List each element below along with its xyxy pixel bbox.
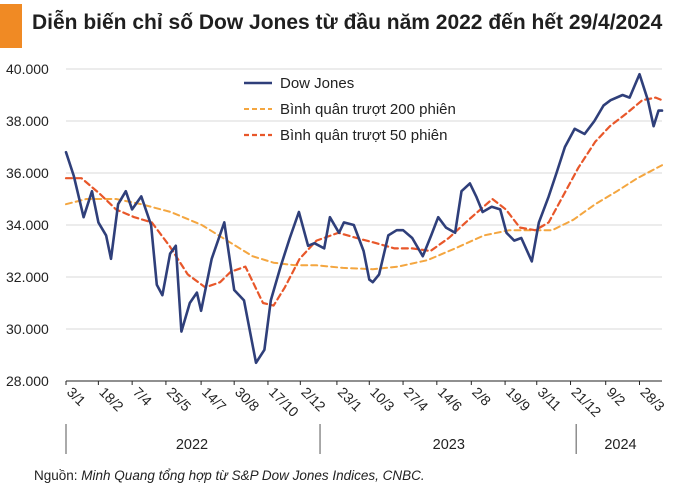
x-tick-label: 10/3 — [367, 384, 398, 415]
ma200-line — [65, 164, 663, 271]
legend-label: Bình quân trượt 200 phiên — [280, 101, 456, 118]
x-tick-label: 17/10 — [266, 384, 302, 420]
x-tick-label: 25/5 — [164, 384, 195, 415]
x-tick-label: 3/1 — [64, 384, 89, 409]
title-bar: Diễn biến chỉ số Dow Jones từ đầu năm 20… — [0, 0, 700, 52]
title-accent-bar — [0, 4, 22, 48]
year-label: 2023 — [433, 437, 465, 453]
x-axis: 3/1 18/2 7/4 25/5 14/7 30/8 17/102/12 23/1 10/3 2… — [64, 380, 668, 454]
source-text: Minh Quang tổng hợp từ S&P Dow Jones Ind… — [81, 468, 425, 483]
y-tick-label: 40.000 — [6, 61, 49, 77]
x-tick-label: 21/12 — [568, 384, 604, 420]
y-axis: 28.000 30.000 32.000 34.000 36.000 38.000 40.0… — [6, 61, 49, 389]
y-tick-label: 36.000 — [6, 165, 49, 181]
x-tick-label: 14/6 — [435, 384, 466, 415]
legend-label: Bình quân trượt 50 phiên — [280, 127, 448, 144]
x-tick-label: 18/2 — [96, 384, 127, 415]
x-tick-label: 30/8 — [232, 384, 263, 415]
source-note: Nguồn: Minh Quang tổng hợp từ S&P Dow Jo… — [34, 468, 425, 483]
x-tick-label: 23/1 — [335, 384, 366, 415]
x-tick-label: 27/4 — [401, 384, 432, 415]
x-tick-label: 7/4 — [130, 384, 155, 409]
dow-jones-line — [64, 72, 664, 365]
legend-label: Dow Jones — [280, 75, 354, 92]
source-label: Nguồn: — [34, 468, 82, 483]
year-label: 2022 — [176, 437, 208, 453]
y-tick-label: 28.000 — [6, 373, 49, 389]
y-tick-label: 32.000 — [6, 269, 49, 285]
series-layer — [64, 72, 664, 365]
x-tick-label: 14/7 — [199, 384, 230, 415]
x-tick-label: 3/11 — [535, 384, 565, 414]
x-tick-label: 19/9 — [503, 384, 534, 415]
y-tick-label: 30.000 — [6, 321, 49, 337]
chart-title: Diễn biến chỉ số Dow Jones từ đầu năm 20… — [32, 11, 663, 34]
dow-jones-chart: 28.000 30.000 32.000 34.000 36.000 38.000 40.0… — [6, 61, 668, 454]
x-tick-label: 2/12 — [298, 384, 329, 415]
x-tick-label: 28/3 — [637, 384, 668, 415]
y-tick-label: 34.000 — [6, 217, 49, 233]
x-tick-label: 9/2 — [604, 384, 629, 409]
x-tick-label: 2/8 — [469, 384, 494, 409]
legend: Dow Jones Bình quân trượt 200 phiên Bình q… — [244, 75, 456, 144]
y-tick-label: 38.000 — [6, 113, 49, 129]
year-label: 2024 — [604, 437, 636, 453]
